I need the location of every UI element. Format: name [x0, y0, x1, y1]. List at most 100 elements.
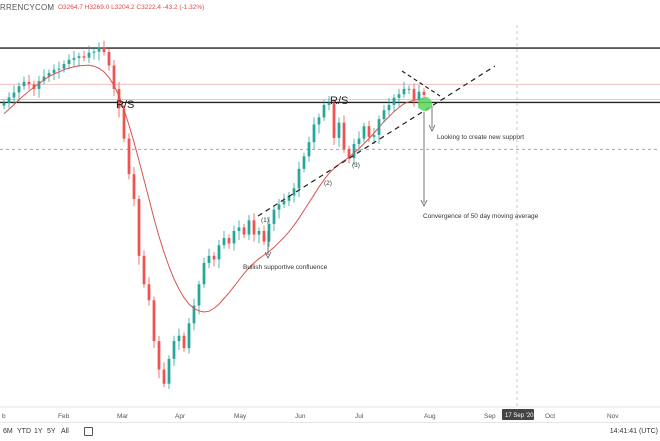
candle-body [62, 64, 66, 69]
candle-body [357, 138, 361, 144]
candle-body [142, 255, 146, 285]
calendar-icon[interactable] [84, 427, 93, 436]
annotation-label: (1) [261, 217, 269, 224]
candle-body [137, 199, 141, 256]
candle-body [222, 238, 226, 246]
candle-body [37, 81, 41, 89]
candle-body [297, 168, 301, 189]
candle-body [92, 51, 96, 53]
x-tick-label: Jul [355, 413, 364, 420]
candle-body [202, 262, 206, 285]
support-trendline [257, 65, 496, 217]
x-tick-label: Sep [484, 413, 496, 420]
candle-body [317, 117, 321, 125]
candle-body [52, 69, 56, 73]
tab-6m[interactable]: 6M [3, 428, 13, 435]
candle-body [42, 76, 46, 82]
candle-body [412, 88, 416, 100]
candle-body [207, 255, 211, 263]
x-tick-label: b [2, 413, 6, 420]
candle-body [87, 52, 91, 58]
candle-body [192, 305, 196, 324]
candle-body [282, 200, 286, 205]
tab-all[interactable]: All [61, 428, 69, 435]
date-marker-box [502, 409, 534, 420]
candle-body [122, 108, 126, 139]
candle-body [212, 255, 216, 260]
price-chart[interactable]: R/S R/S (1) (2) (3) Looking to create new sup… [0, 0, 660, 422]
candle-body [177, 335, 181, 342]
candle-body [187, 323, 191, 349]
x-tick-label: Jun [295, 413, 306, 420]
x-tick-label: Feb [58, 413, 70, 420]
candle-body [307, 142, 311, 157]
candle-body [102, 47, 106, 52]
candle-body [132, 174, 136, 200]
utc-clock: 14:41:41 (UTC) [609, 428, 658, 435]
candle-body [77, 56, 81, 59]
trendline-drawings [257, 65, 496, 259]
date-marker-label: 17 Sep '20 [505, 413, 534, 419]
candle-body [117, 88, 121, 109]
candle-body [407, 88, 411, 90]
candle-body [272, 209, 276, 224]
chart-annotations: R/S R/S (1) (2) (3) Looking to create new sup… [116, 95, 539, 271]
candle-body [72, 58, 76, 60]
x-tick-label: Apr [175, 413, 186, 420]
candle-body [162, 369, 166, 384]
candle-body [172, 341, 176, 359]
candle-body [232, 230, 236, 244]
candle-series [2, 40, 426, 390]
candle-body [292, 188, 296, 196]
candle-body [267, 223, 271, 242]
tab-5y[interactable]: 5Y [47, 428, 56, 435]
x-tick-label: Nov [607, 413, 619, 420]
support-highlight-circle [418, 97, 432, 111]
tab-ytd[interactable]: YTD [17, 428, 31, 435]
candle-body [367, 126, 371, 137]
candle-body [332, 103, 336, 138]
candle-body [247, 220, 251, 235]
annotation-label: R/S [330, 95, 348, 107]
annotation-label: Looking to create new support [437, 134, 524, 141]
resistance-trendline [401, 70, 441, 97]
candle-body [182, 335, 186, 349]
moving-average-line [3, 64, 425, 313]
candle-body [327, 103, 331, 105]
candle-body [157, 341, 161, 370]
x-tick-label: Oct [545, 413, 555, 420]
candle-body [17, 86, 21, 93]
candle-body [7, 97, 11, 103]
candle-body [107, 51, 111, 66]
candle-body [97, 47, 101, 52]
x-tick-label: Aug [424, 413, 436, 420]
chart-header: RRENCYCOM O3264.7 H3269.0 L3204.2 C3222.… [0, 0, 660, 18]
candle-body [12, 92, 16, 98]
annotation-label: R/S [116, 99, 134, 111]
candle-body [217, 245, 221, 260]
candle-body [147, 284, 151, 301]
annotation-label: (2) [324, 180, 332, 187]
tab-1y[interactable]: 1Y [34, 428, 43, 435]
candle-body [197, 284, 201, 306]
candle-body [347, 149, 351, 159]
candle-body [47, 72, 51, 77]
candle-body [242, 227, 246, 235]
timeframe-toolbar: 6M YTD 1Y 5Y All 14:41:41 (UTC) [0, 422, 660, 441]
x-tick-label: May [234, 413, 247, 420]
arrow-ma-head [420, 199, 428, 207]
annotation-label: Bullish supportive confluence [243, 264, 328, 271]
candle-body [397, 94, 401, 98]
candle-body [312, 124, 316, 143]
candle-body [382, 110, 386, 120]
candle-body [362, 126, 366, 139]
candle-body [387, 104, 391, 111]
candle-body [277, 204, 281, 210]
candle-body [237, 227, 241, 231]
candle-body [82, 56, 86, 58]
candle-body [167, 358, 171, 384]
candle-body [127, 138, 131, 175]
horizontal-levels [0, 47, 660, 150]
candle-body [227, 238, 231, 244]
candle-body [302, 156, 306, 169]
